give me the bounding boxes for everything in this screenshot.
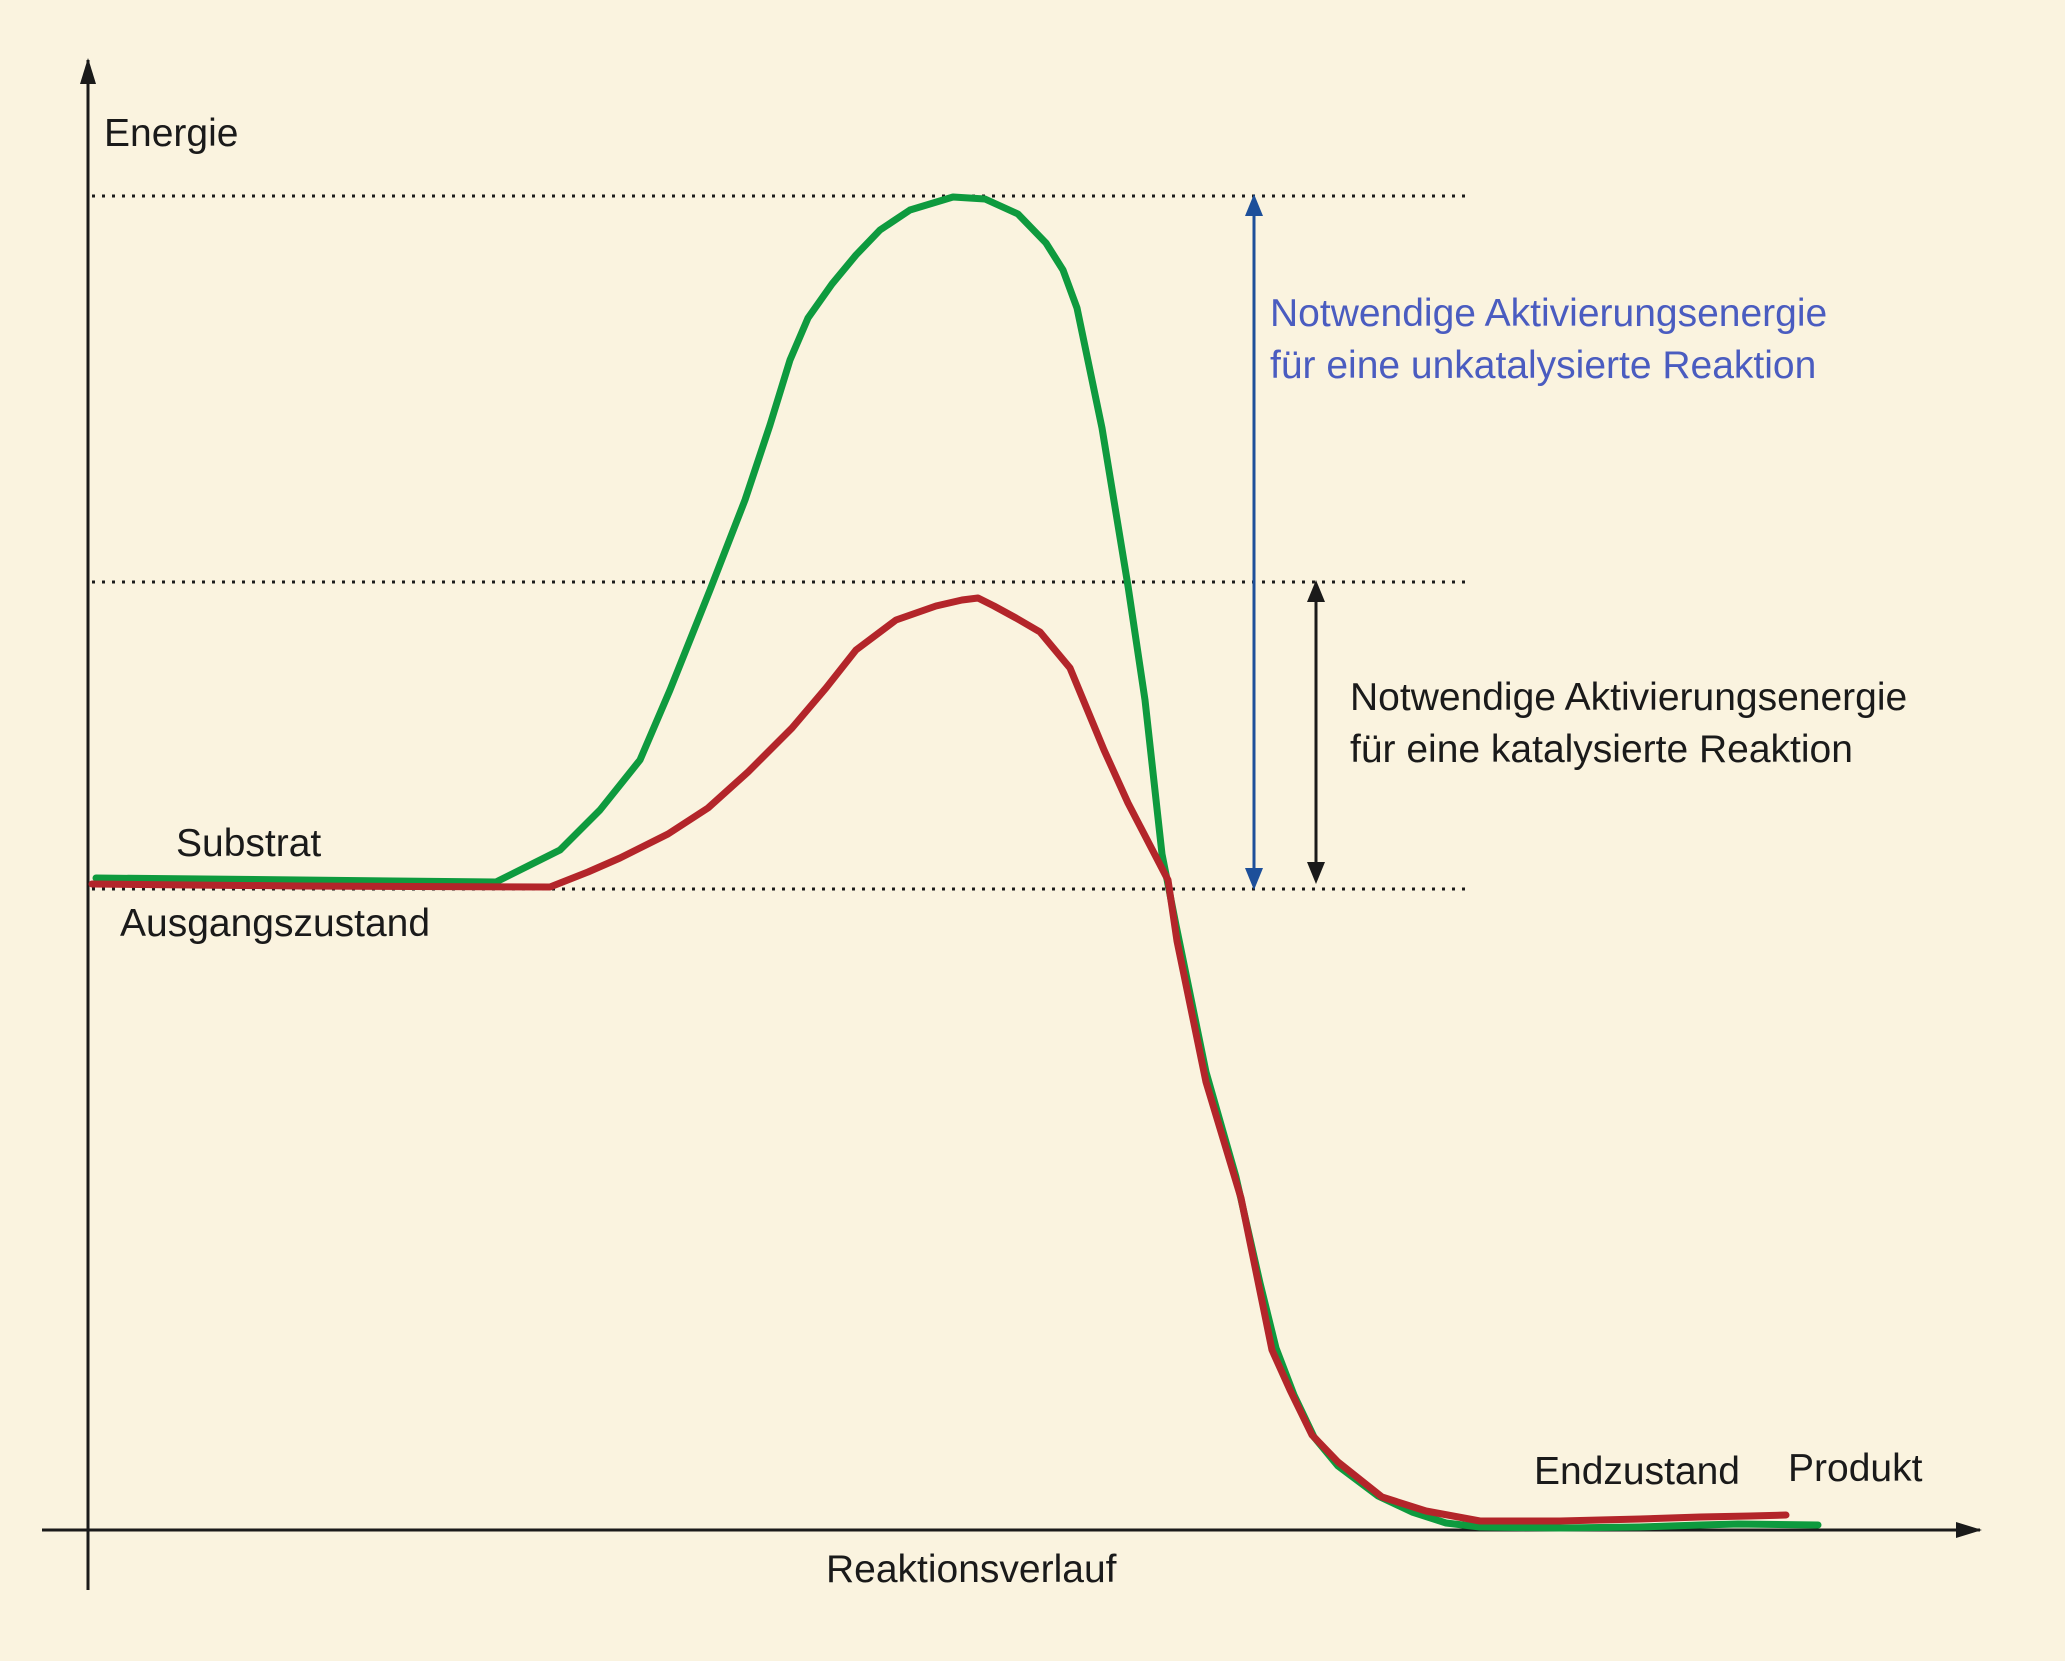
uncatalyzed-annotation-line2: für eine unkatalysierte Reaktion bbox=[1270, 344, 1816, 387]
catalyzed-arrow-top bbox=[1307, 580, 1325, 602]
substrate-label: Substrat bbox=[176, 822, 321, 865]
catalyzed-curve bbox=[88, 594, 1790, 1525]
y-axis-label: Energie bbox=[104, 112, 238, 155]
uncatalyzed-annotation-line1: Notwendige Aktivierungsenergie bbox=[1270, 292, 1827, 335]
catalyzed-annotation-line2: für eine katalysierte Reaktion bbox=[1350, 728, 1853, 771]
initial-state-label: Ausgangszustand bbox=[120, 902, 430, 945]
uncatalyzed-curve bbox=[92, 193, 1822, 1532]
x-axis-label: Reaktionsverlauf bbox=[826, 1548, 1117, 1591]
x-axis-arrowhead bbox=[1956, 1522, 1982, 1538]
uncatalyzed-arrow-bottom bbox=[1245, 868, 1263, 890]
catalyzed-annotation-line1: Notwendige Aktivierungsenergie bbox=[1350, 676, 1907, 719]
product-label: Produkt bbox=[1788, 1447, 1923, 1490]
y-axis-arrowhead bbox=[80, 58, 96, 84]
uncatalyzed-arrow-top bbox=[1245, 194, 1263, 216]
final-state-label: Endzustand bbox=[1534, 1450, 1740, 1493]
catalyzed-arrow-bottom bbox=[1307, 862, 1325, 884]
